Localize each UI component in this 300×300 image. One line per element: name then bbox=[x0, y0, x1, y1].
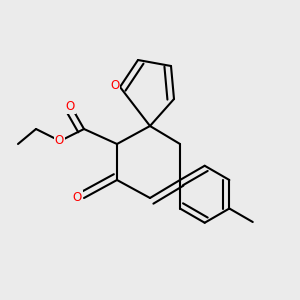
Text: O: O bbox=[73, 191, 82, 204]
Text: O: O bbox=[110, 79, 119, 92]
Text: O: O bbox=[55, 134, 64, 148]
Text: O: O bbox=[66, 100, 75, 113]
